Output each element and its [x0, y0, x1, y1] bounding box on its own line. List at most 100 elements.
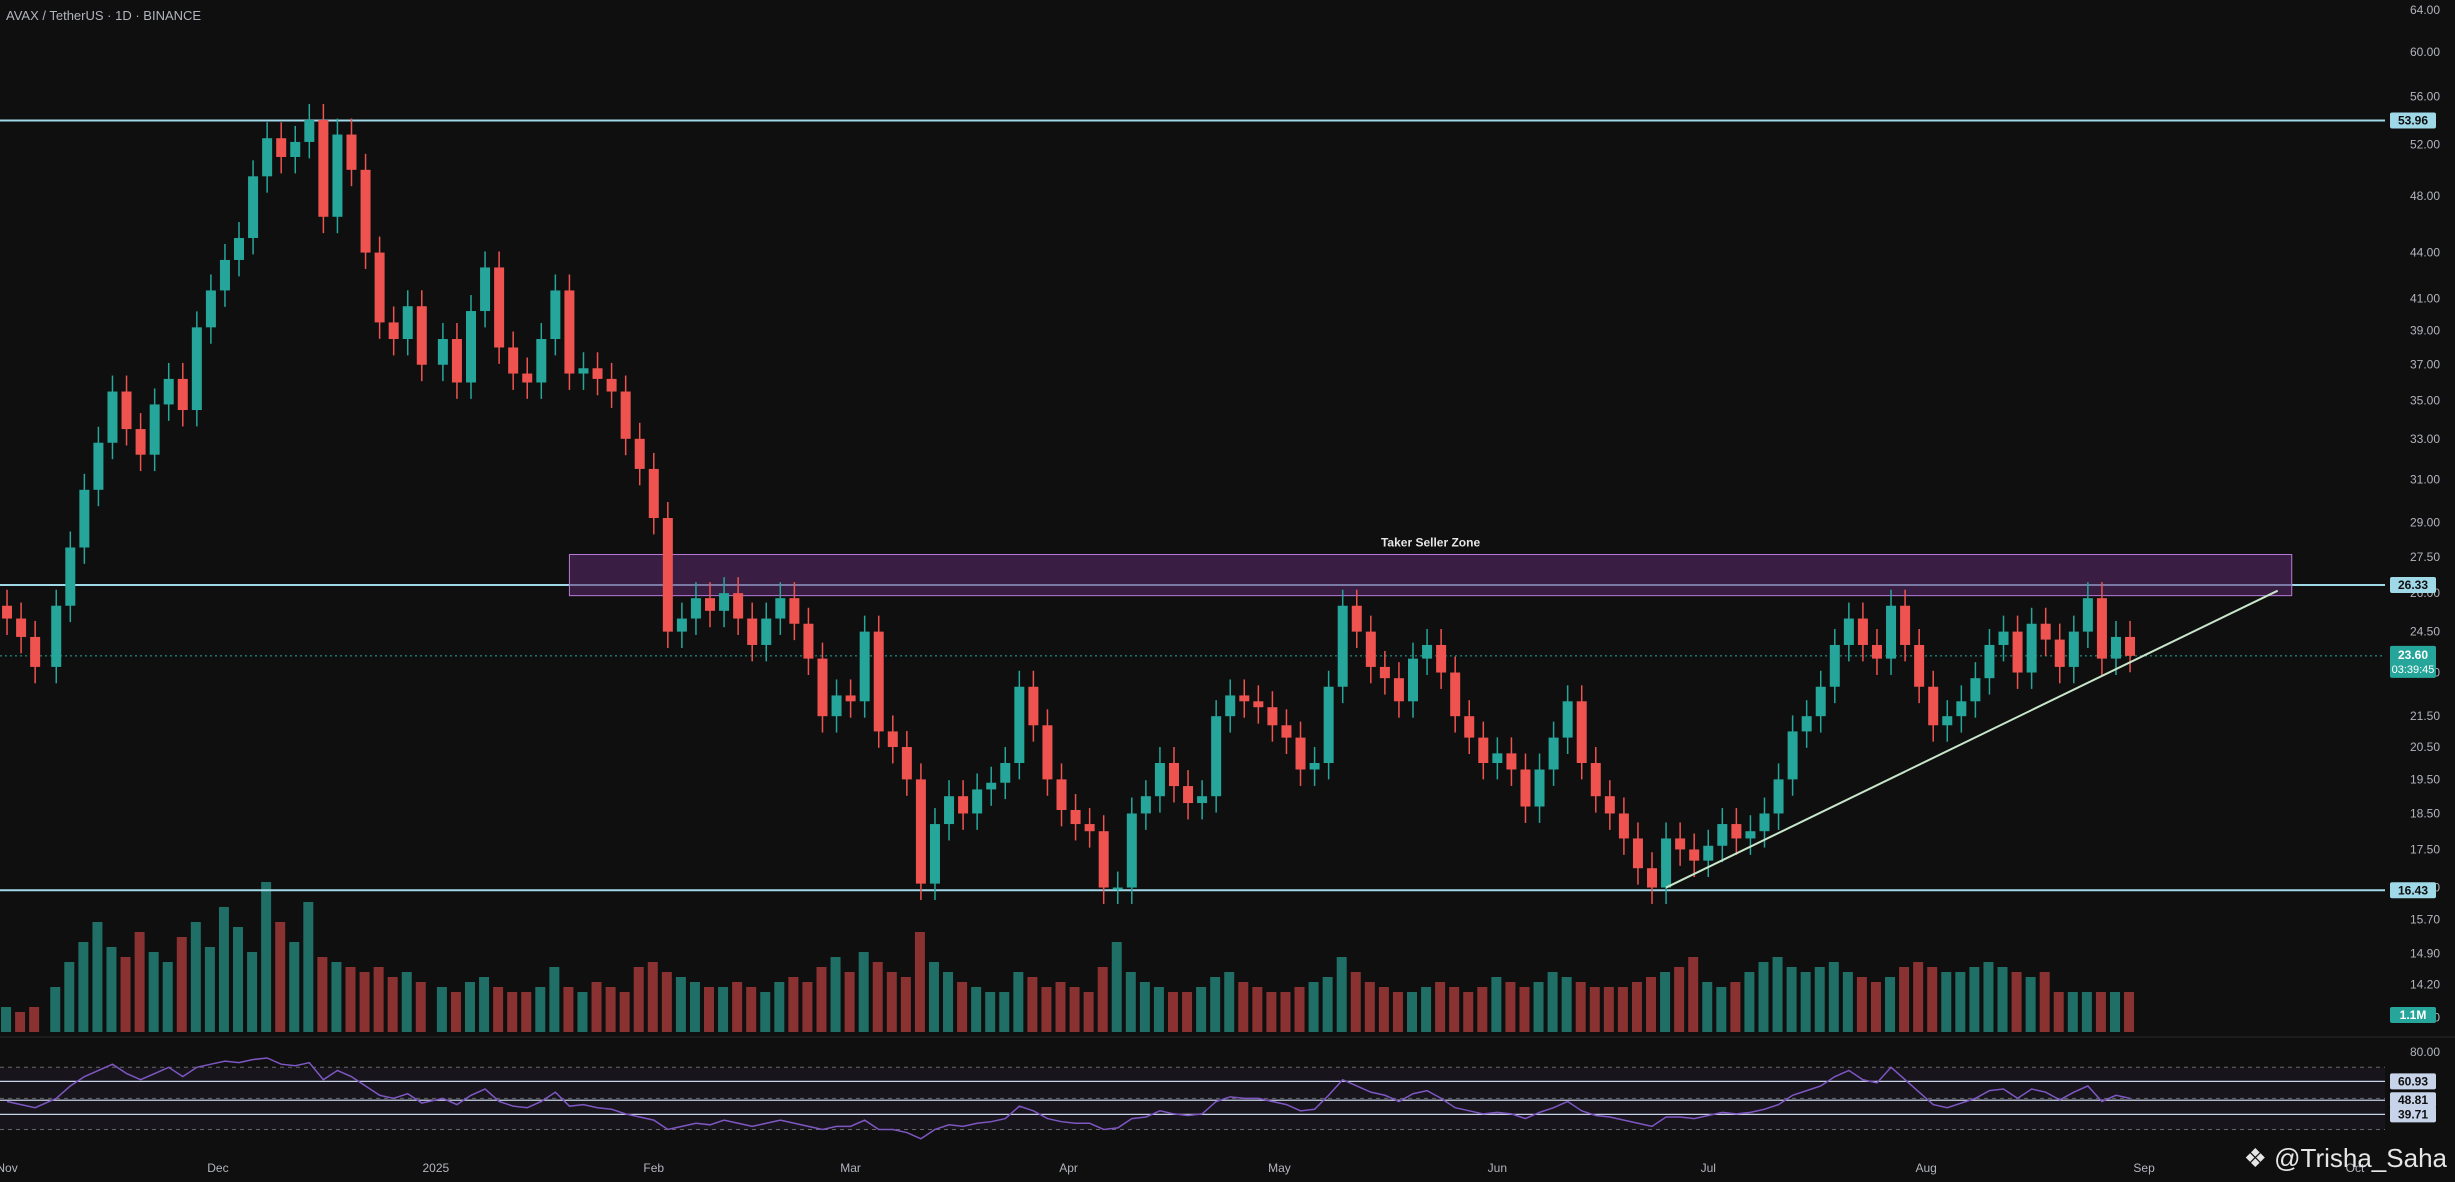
candle-body: [1323, 686, 1334, 764]
candle-body: [1084, 824, 1095, 832]
candle-body: [1647, 868, 1658, 888]
candle-body: [1436, 644, 1447, 673]
candle-body: [1028, 686, 1039, 726]
volume-bar: [1899, 967, 1910, 1032]
volume-bar: [1167, 992, 1178, 1032]
trendline[interactable]: [1665, 589, 2279, 889]
candle-body: [191, 327, 202, 411]
candle-body: [402, 306, 413, 340]
volume-bar: [303, 902, 314, 1032]
candle-body: [789, 598, 800, 624]
volume-bar: [957, 982, 968, 1032]
volume-bar: [788, 977, 799, 1032]
volume-bar: [64, 962, 75, 1032]
volume-bar: [1842, 972, 1853, 1032]
candle-body: [859, 631, 870, 702]
candle-body: [1168, 763, 1179, 787]
candle-body: [1970, 678, 1981, 702]
volume-bar: [661, 972, 672, 1032]
ascending-trendline: [1665, 589, 2279, 889]
volume-bar: [1631, 982, 1642, 1032]
volume-bar: [1069, 987, 1080, 1032]
volume-bar: [1308, 982, 1319, 1032]
candle-body: [451, 339, 462, 383]
rsi-level-badge: [2390, 1106, 2436, 1123]
watermark-text: @Trisha_Saha: [2274, 1143, 2447, 1173]
volume-bar: [1856, 977, 1867, 1032]
time-axis[interactable]: Nov Dec 2025 Feb Mar Apr May Jun Jul Aug Sep Oct: [0, 1161, 2365, 1175]
volume-bar: [1491, 977, 1502, 1032]
volume-bar: [928, 962, 939, 1032]
volume-bar: [704, 987, 715, 1032]
volume-bar: [1139, 982, 1150, 1032]
volume-bar: [289, 942, 300, 1032]
price-tick: 60.00: [2410, 45, 2440, 59]
taker-seller-zone[interactable]: Taker Seller Zone: [568, 535, 2293, 597]
volume-bar: [1758, 962, 1769, 1032]
candle-body: [1576, 701, 1587, 764]
volume-bar: [943, 972, 954, 1032]
volume-bar: [1013, 972, 1024, 1032]
volume-bar: [233, 927, 244, 1032]
candle-body: [972, 789, 983, 814]
volume-bar: [1, 1007, 12, 1032]
volume-bar: [359, 972, 370, 1032]
candle-body: [1787, 731, 1798, 780]
volume-bar: [15, 1012, 26, 1032]
candle-body: [1506, 753, 1517, 770]
candle-body: [205, 290, 216, 328]
candle-body: [1801, 716, 1812, 732]
candle-body: [2125, 636, 2136, 656]
volume-bar: [1111, 942, 1122, 1032]
volume-bar: [985, 992, 996, 1032]
zone-label: Taker Seller Zone: [1381, 535, 1480, 549]
candle-body: [1126, 813, 1137, 888]
price-tick: 35.00: [2410, 394, 2440, 408]
volume-bar: [2053, 992, 2064, 1032]
volume-bar: [1210, 977, 1221, 1032]
candle-body: [1253, 701, 1264, 708]
candle-body: [1408, 658, 1418, 702]
symbol-header[interactable]: AVAX / TetherUS · 1D · BINANCE: [6, 8, 202, 23]
volume-bar: [1702, 982, 1713, 1032]
volume-bar: [1828, 962, 1839, 1032]
volume-bar: [2081, 992, 2092, 1032]
volume-bar: [134, 932, 145, 1032]
price-tick: 56.00: [2410, 89, 2440, 103]
volume-bar: [317, 957, 328, 1032]
volume-bar: [465, 982, 475, 1032]
candle-body: [332, 134, 343, 217]
candle-body: [958, 796, 969, 814]
volume-bar: [732, 982, 743, 1032]
volume-bar: [1589, 987, 1600, 1032]
price-tick: 48.00: [2410, 189, 2440, 203]
time-tick: Mar: [840, 1161, 861, 1175]
rsi-level-badge: [2390, 1073, 2436, 1090]
price-tick: 44.00: [2410, 246, 2440, 260]
candle-body: [1379, 666, 1390, 679]
candle-body: [135, 429, 146, 455]
volume-bar: [331, 962, 342, 1032]
volume-bar: [2124, 992, 2135, 1032]
candle-body: [2012, 631, 2023, 673]
volume-bar: [1364, 982, 1375, 1032]
candle-body: [592, 368, 603, 379]
volume-bar: [218, 907, 229, 1032]
candle-body: [2082, 598, 2093, 632]
candle-body: [1590, 763, 1601, 797]
volume-bar: [2011, 972, 2022, 1032]
price-tick: 24.50: [2410, 625, 2440, 639]
candle-body: [508, 347, 519, 374]
candle-body: [1632, 838, 1643, 869]
candle-body: [1393, 678, 1404, 702]
candle-body: [1928, 686, 1939, 726]
candle-body: [1520, 769, 1531, 807]
candle-body: [1942, 716, 1953, 726]
axis-badges: 53.96 26.33 16.43 23.60 03:39:45 1.1M 60.93 48.…: [2390, 112, 2436, 1123]
volume-bar: [816, 967, 827, 1032]
volume-bar: [275, 922, 286, 1032]
author-watermark: ❖ @Trisha_Saha: [2244, 1143, 2447, 1174]
candle-body: [845, 695, 856, 702]
last-price-badge: [2390, 645, 2436, 678]
